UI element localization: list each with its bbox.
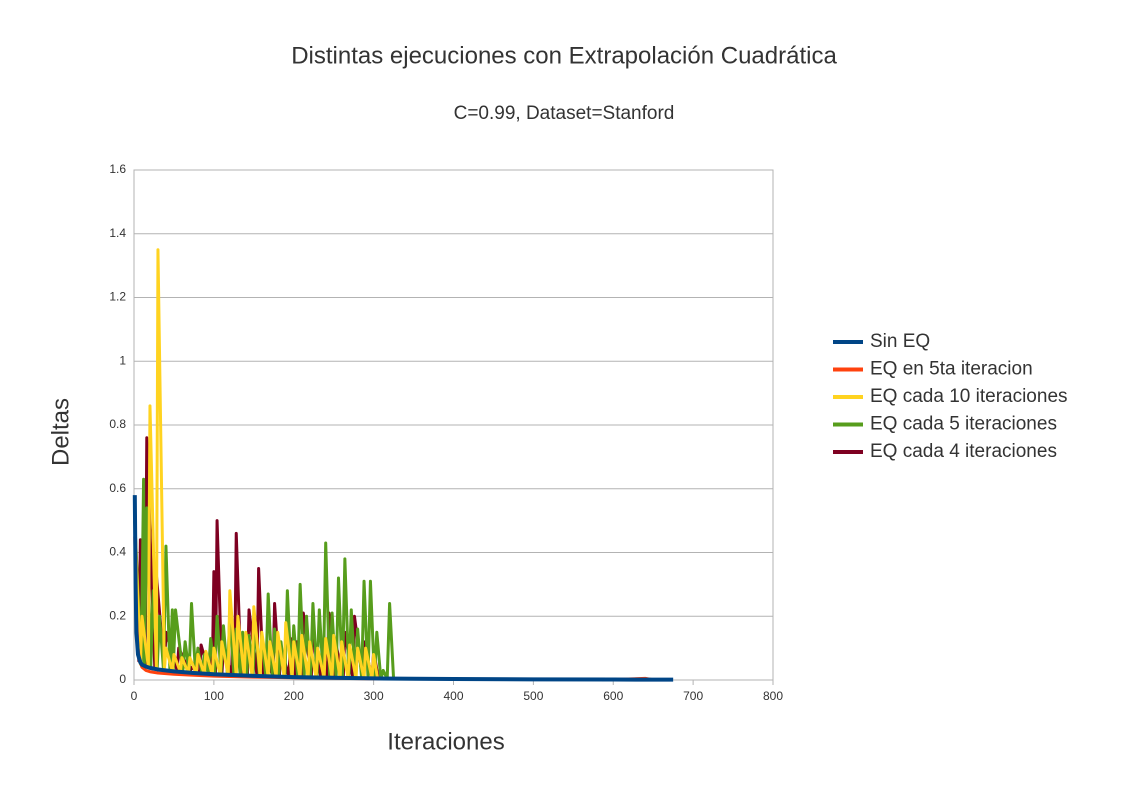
series-line — [132, 495, 674, 682]
y-tick-label: 1.2 — [109, 290, 126, 304]
x-tick-label: 500 — [523, 689, 543, 703]
x-tick-label: 600 — [603, 689, 623, 703]
x-tick-label: 200 — [284, 689, 304, 703]
y-tick-label: 0.6 — [109, 481, 126, 495]
legend-label: EQ cada 4 iteraciones — [870, 441, 1057, 462]
legend-label: EQ cada 5 iteraciones — [870, 414, 1057, 435]
x-tick-label: 300 — [364, 689, 384, 703]
series-line — [133, 248, 380, 681]
y-axis-label: Deltas — [47, 398, 74, 466]
legend-label: EQ en 5ta iteracion — [870, 359, 1033, 380]
y-tick-label: 0.2 — [109, 608, 126, 622]
legend-label: Sin EQ — [870, 331, 930, 352]
y-tick-label: 1.4 — [109, 226, 126, 240]
legend-label: EQ cada 10 iteraciones — [870, 386, 1068, 407]
x-tick-label: 400 — [443, 689, 463, 703]
x-tick-label: 0 — [131, 689, 138, 703]
chart-subtitle: C=0.99, Dataset=Stanford — [454, 103, 675, 124]
y-tick-label: 1 — [119, 353, 126, 367]
chart-title: Distintas ejecuciones con Extrapolación … — [291, 42, 837, 69]
y-tick-label: 0.4 — [109, 545, 126, 559]
x-axis-label: Iteraciones — [387, 728, 504, 755]
x-tick-label: 100 — [204, 689, 224, 703]
y-tick-label: 0 — [119, 672, 126, 686]
y-tick-label: 0.8 — [109, 417, 126, 431]
x-tick-label: 700 — [683, 689, 703, 703]
y-tick-label: 1.6 — [109, 162, 126, 176]
x-tick-label: 800 — [763, 689, 783, 703]
